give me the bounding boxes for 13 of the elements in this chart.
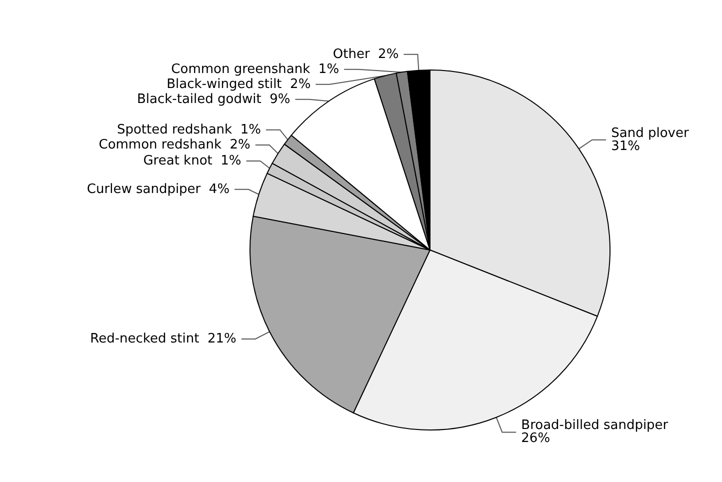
slice-label: Great knot 1% bbox=[143, 154, 242, 169]
slice-label: Common greenshank 1% bbox=[171, 62, 340, 77]
slice-label: Sand plover bbox=[611, 126, 690, 141]
data-label: 26% bbox=[521, 431, 550, 446]
slice-label: Broad-billed sandpiper bbox=[521, 418, 669, 434]
slice-label: Black-winged stilt 2% bbox=[166, 76, 311, 92]
data-label: 31% bbox=[611, 138, 640, 154]
slice-label: Curlew sandpiper 4% bbox=[86, 182, 230, 197]
slice-label: Spotted redshank 1% bbox=[116, 122, 261, 138]
slice-label: Common redshank 2% bbox=[98, 137, 250, 152]
slice-label: Other 2% bbox=[332, 46, 399, 62]
slice-label: Black-tailed godwit 9% bbox=[136, 92, 290, 107]
slice-label: Red-necked stint 21% bbox=[90, 331, 236, 346]
